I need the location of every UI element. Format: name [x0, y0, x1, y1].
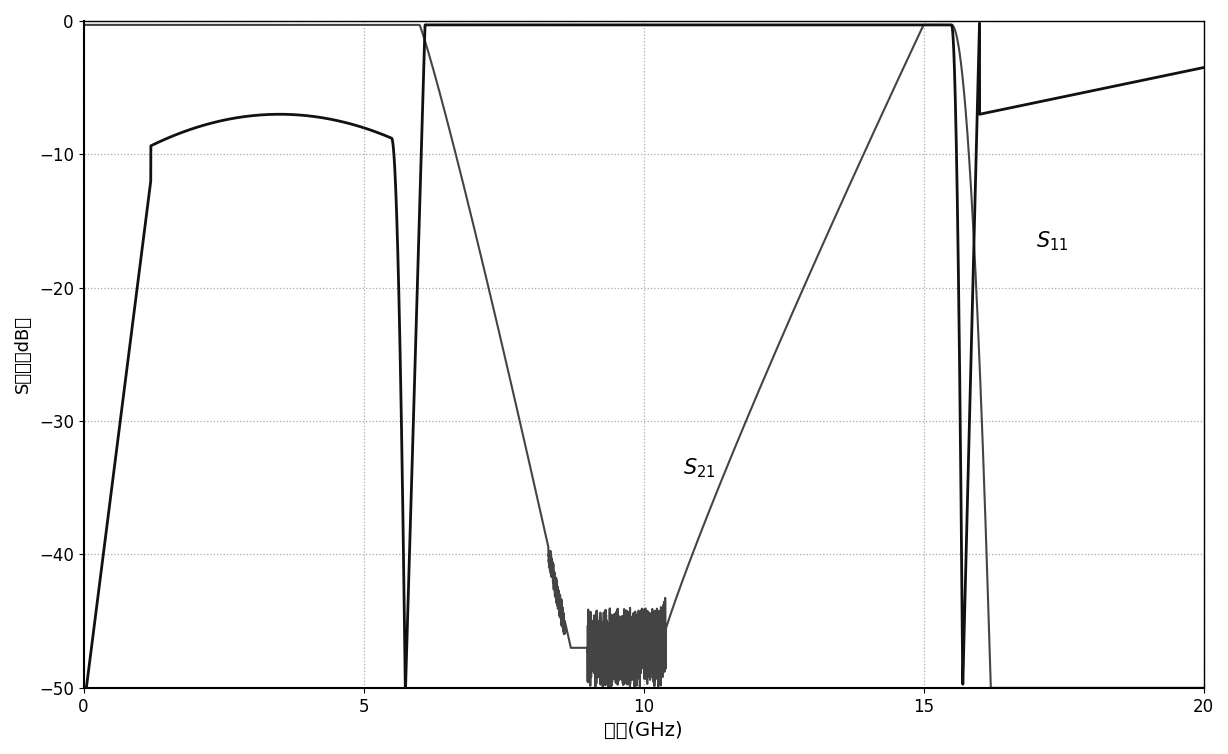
Y-axis label: S参数（dB）: S参数（dB） [14, 315, 32, 394]
X-axis label: 频率(GHz): 频率(GHz) [604, 721, 683, 740]
Text: $S_{11}$: $S_{11}$ [1035, 230, 1068, 253]
Text: $S_{21}$: $S_{21}$ [683, 456, 715, 480]
